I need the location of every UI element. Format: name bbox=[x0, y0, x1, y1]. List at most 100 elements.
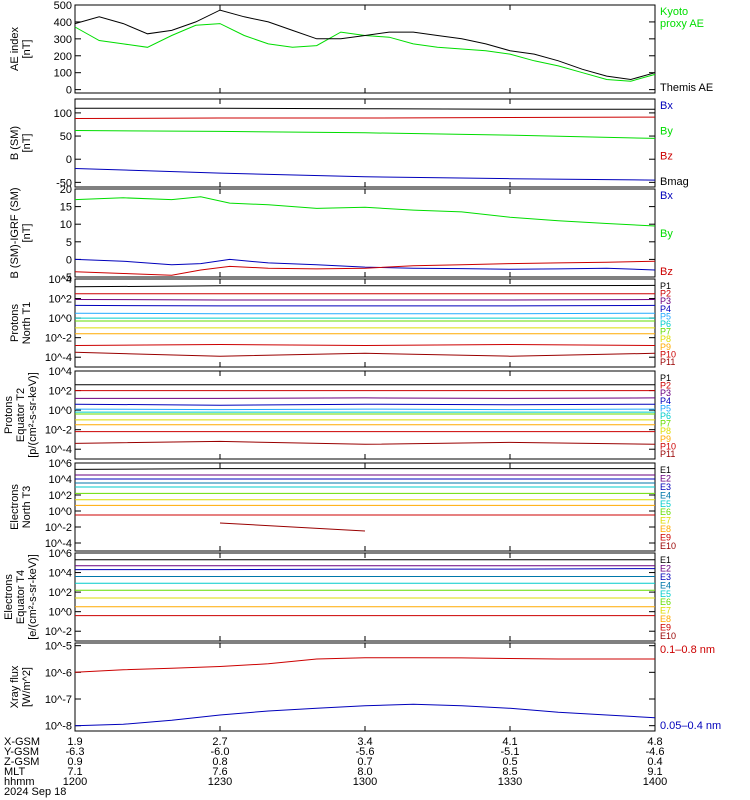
y-tick-label: 10^0 bbox=[48, 313, 72, 325]
y-tick-label: 10^-8 bbox=[45, 721, 72, 733]
legend-label: E6 bbox=[660, 507, 671, 517]
legend-label: P9 bbox=[660, 342, 671, 352]
legend-label: By bbox=[660, 125, 673, 137]
x-row-value: -6.3 bbox=[66, 746, 85, 758]
series-line bbox=[220, 523, 655, 531]
x-row-value: 4.1 bbox=[502, 736, 517, 748]
series-line bbox=[74, 168, 656, 181]
x-row-value: -6.0 bbox=[211, 746, 230, 758]
legend-label: P7 bbox=[660, 327, 671, 337]
x-row-value: 1400 bbox=[643, 776, 667, 788]
legend-label: Themis AE bbox=[660, 82, 713, 94]
y-tick-label: 10^4 bbox=[48, 366, 72, 378]
y-tick-label: 100 bbox=[54, 108, 72, 120]
series-line bbox=[75, 107, 655, 110]
series-line bbox=[74, 703, 656, 727]
y-axis-label: B (SM)-IGRF (SM) bbox=[9, 187, 21, 278]
legend-label: P11 bbox=[660, 449, 675, 459]
panel-frame bbox=[74, 642, 656, 732]
y-tick-label: 0 bbox=[66, 154, 72, 166]
legend-label: proxy AE bbox=[660, 18, 704, 30]
y-tick-label: 10^0 bbox=[48, 405, 72, 417]
series-line bbox=[74, 116, 656, 119]
legend-label: E6 bbox=[660, 597, 671, 607]
y-axis-label: [nT] bbox=[21, 224, 33, 243]
y-tick-label: 10^6 bbox=[48, 458, 72, 470]
series-line bbox=[74, 440, 656, 445]
legend-label: P3 bbox=[660, 388, 671, 398]
legend-label: 0.1–0.8 nm bbox=[660, 644, 715, 656]
y-tick-label: 500 bbox=[54, 0, 72, 12]
x-row-value: 1300 bbox=[353, 776, 377, 788]
series-line bbox=[74, 9, 656, 81]
series-line bbox=[74, 304, 656, 307]
x-row-value: 0.4 bbox=[647, 756, 662, 768]
y-axis-label: AE index bbox=[9, 26, 21, 71]
panel-frame bbox=[74, 462, 656, 552]
y-tick-label: 10^-2 bbox=[45, 425, 72, 437]
y-tick-label: 10^-2 bbox=[45, 626, 72, 638]
legend-label: E10 bbox=[660, 541, 676, 551]
series-line bbox=[74, 284, 656, 288]
x-row-label: Y-GSM bbox=[4, 746, 39, 758]
y-tick-label: 0 bbox=[66, 254, 72, 266]
x-row-value: -4.6 bbox=[646, 746, 665, 758]
x-row-value: 1230 bbox=[208, 776, 232, 788]
y-axis-label: [p/(cm²-s-sr-keV)] bbox=[27, 372, 39, 458]
series-line bbox=[74, 299, 656, 301]
y-tick-label: 10^2 bbox=[48, 386, 72, 398]
legend-label: P6 bbox=[660, 411, 671, 421]
panel-frame bbox=[74, 4, 656, 94]
y-tick-label: 10^6 bbox=[48, 548, 72, 560]
x-row-value: 0.5 bbox=[502, 756, 517, 768]
legend-label: P9 bbox=[660, 434, 671, 444]
legend-label: E3 bbox=[660, 482, 671, 492]
y-tick-label: 10^-2 bbox=[45, 333, 72, 345]
legend-label: P10 bbox=[660, 349, 676, 359]
legend-label: E1 bbox=[660, 555, 671, 565]
series-line bbox=[74, 403, 656, 406]
y-axis-label: [nT] bbox=[21, 134, 33, 153]
legend-label: By bbox=[660, 228, 673, 240]
y-tick-label: -5 bbox=[62, 272, 72, 284]
y-tick-label: 10 bbox=[60, 219, 72, 231]
y-tick-label: 10^-4 bbox=[45, 538, 72, 550]
legend-label: E8 bbox=[660, 614, 671, 624]
legend-label: P8 bbox=[660, 426, 671, 436]
legend-label: E8 bbox=[660, 524, 671, 534]
legend-label: P3 bbox=[660, 296, 671, 306]
x-row-value: 1.9 bbox=[67, 736, 82, 748]
y-axis-label: Equator T4 bbox=[15, 570, 27, 624]
series-line bbox=[74, 260, 656, 276]
legend-label: Bx bbox=[660, 190, 673, 202]
y-axis-label: Electrons bbox=[3, 574, 15, 620]
legend-label: E7 bbox=[660, 606, 671, 616]
y-tick-label: 10^2 bbox=[48, 587, 72, 599]
y-tick-label: 10^0 bbox=[48, 607, 72, 619]
y-tick-label: 50 bbox=[60, 131, 72, 143]
y-tick-label: 10^4 bbox=[48, 568, 72, 580]
x-row-label: MLT bbox=[4, 766, 25, 778]
legend-label: P2 bbox=[660, 289, 671, 299]
x-row-value: 8.5 bbox=[502, 766, 517, 778]
series-line bbox=[74, 657, 655, 673]
legend-label: P2 bbox=[660, 381, 671, 391]
y-tick-label: 10^-4 bbox=[45, 352, 72, 364]
x-row-value: 1200 bbox=[63, 776, 87, 788]
legend-label: P8 bbox=[660, 334, 671, 344]
legend-label: Bz bbox=[660, 151, 673, 163]
y-tick-label: 15 bbox=[60, 202, 72, 214]
y-axis-label: [e/(cm²-s-sr-keV)] bbox=[27, 554, 39, 640]
legend-label: P5 bbox=[660, 311, 671, 321]
series-line bbox=[74, 130, 656, 139]
y-tick-label: 10^2 bbox=[48, 490, 72, 502]
y-axis-label: North T3 bbox=[21, 486, 33, 529]
x-row-value: 3.4 bbox=[357, 736, 372, 748]
x-row-value: 2.7 bbox=[212, 736, 227, 748]
legend-label: P5 bbox=[660, 403, 671, 413]
legend-label: E2 bbox=[660, 473, 671, 483]
y-tick-label: 100 bbox=[54, 68, 72, 80]
series-line bbox=[74, 343, 656, 347]
y-tick-label: 0 bbox=[66, 85, 72, 97]
legend-label: P6 bbox=[660, 319, 671, 329]
